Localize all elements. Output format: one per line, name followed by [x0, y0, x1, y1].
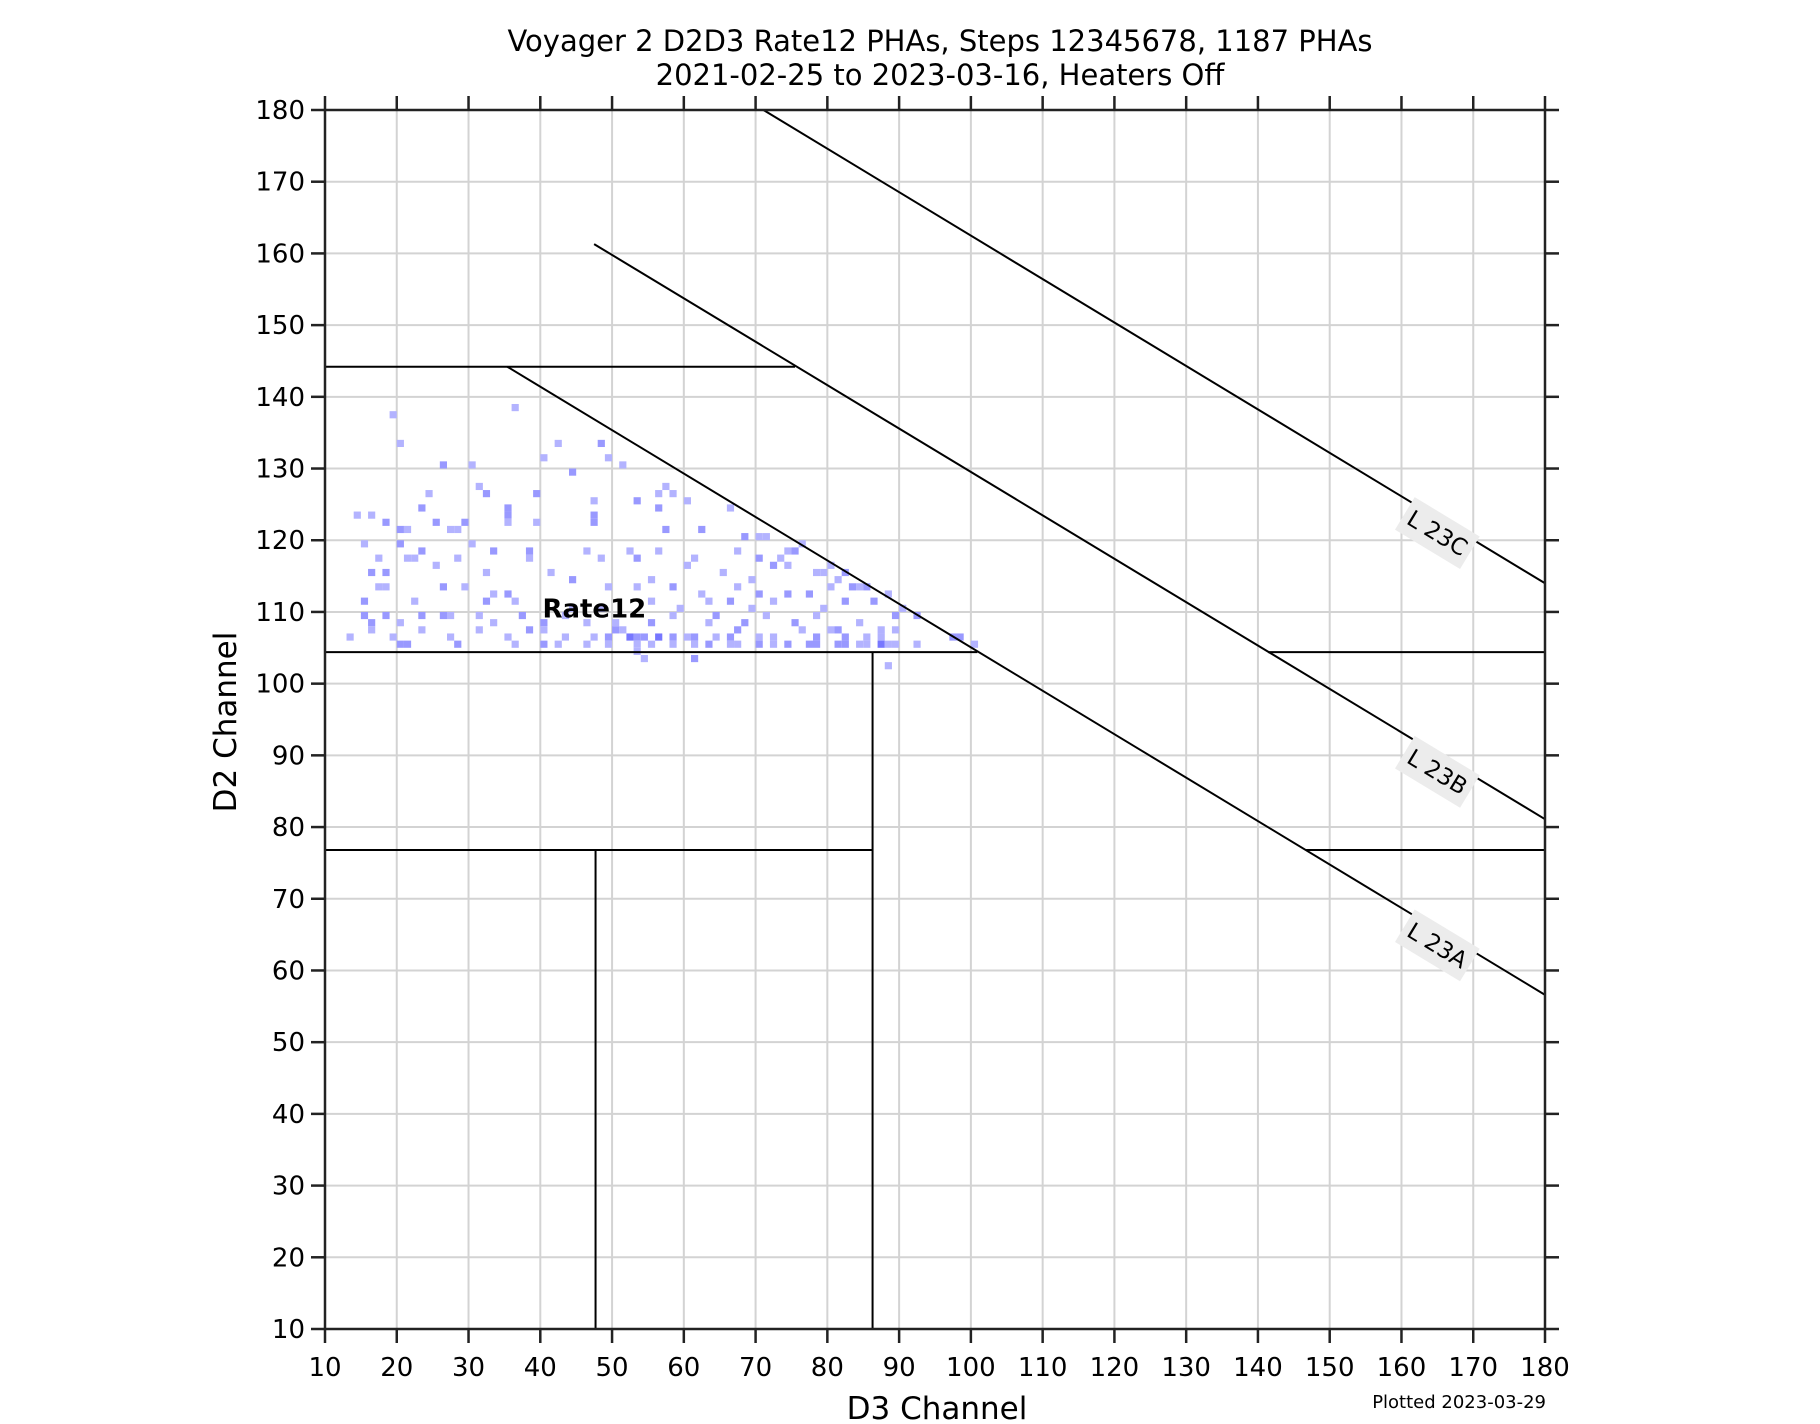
y-tick-label: 90 — [272, 741, 305, 771]
y-tick-label: 180 — [255, 96, 305, 126]
line-label-box: L 23B — [1395, 735, 1480, 808]
axes-frame — [323, 108, 1547, 1331]
region-label-rate12: Rate12 — [542, 594, 646, 624]
x-tick-label: 60 — [667, 1353, 700, 1383]
x-tick-label: 120 — [1090, 1353, 1140, 1383]
x-tick-label: 140 — [1233, 1353, 1283, 1383]
y-tick-label: 50 — [272, 1028, 305, 1058]
y-axis-label: D2 Channel — [208, 632, 244, 813]
x-tick-label: 150 — [1305, 1353, 1355, 1383]
x-axis-label: D3 Channel — [847, 1391, 1028, 1424]
y-tick-label: 100 — [255, 670, 305, 700]
x-tick-label: 10 — [308, 1353, 341, 1383]
x-tick-label: 130 — [1161, 1353, 1211, 1383]
chart-subtitle: 2021-02-25 to 2023-03-16, Heaters Off — [655, 58, 1225, 92]
y-tick-label: 120 — [255, 526, 305, 556]
y-tick-label: 80 — [272, 813, 305, 843]
x-tick-label: 110 — [1018, 1353, 1068, 1383]
y-tick-label: 40 — [272, 1100, 305, 1130]
chart-title: Voyager 2 D2D3 Rate12 PHAs, Steps 123456… — [507, 24, 1373, 58]
y-tick-label: 70 — [272, 885, 305, 915]
x-tick-label: 90 — [883, 1353, 916, 1383]
axis-ticks: 10 20 30 40 50 60 70 80 90 100 110 120 130 140 150 160 1… — [255, 96, 1570, 1383]
y-tick-label: 20 — [272, 1243, 305, 1273]
y-tick-label: 160 — [255, 239, 305, 269]
y-tick-label: 130 — [255, 455, 305, 485]
y-tick-label: 170 — [255, 168, 305, 198]
x-tick-label: 100 — [946, 1353, 996, 1383]
y-tick-label: 60 — [272, 956, 305, 986]
x-tick-label: 80 — [811, 1353, 844, 1383]
line-label-box: L 23C — [1395, 497, 1480, 570]
y-tick-label: 30 — [272, 1172, 305, 1202]
x-tick-label: 40 — [524, 1353, 557, 1383]
y-tick-label: 150 — [255, 311, 305, 341]
x-tick-label: 170 — [1448, 1353, 1498, 1383]
x-tick-label: 20 — [380, 1353, 413, 1383]
x-tick-label: 180 — [1520, 1353, 1570, 1383]
x-tick-label: 30 — [452, 1353, 485, 1383]
pha-heatmap-cells — [346, 403, 979, 670]
y-tick-label: 10 — [272, 1315, 305, 1345]
x-tick-label: 50 — [596, 1353, 629, 1383]
grid-lines — [324, 109, 1546, 1330]
x-tick-label: 70 — [739, 1353, 772, 1383]
y-tick-label: 110 — [255, 598, 305, 628]
plotted-date: Plotted 2023-03-29 — [1372, 1392, 1546, 1413]
y-tick-label: 140 — [255, 383, 305, 413]
boundary-lines — [325, 109, 1546, 1329]
x-tick-label: 160 — [1377, 1353, 1427, 1383]
